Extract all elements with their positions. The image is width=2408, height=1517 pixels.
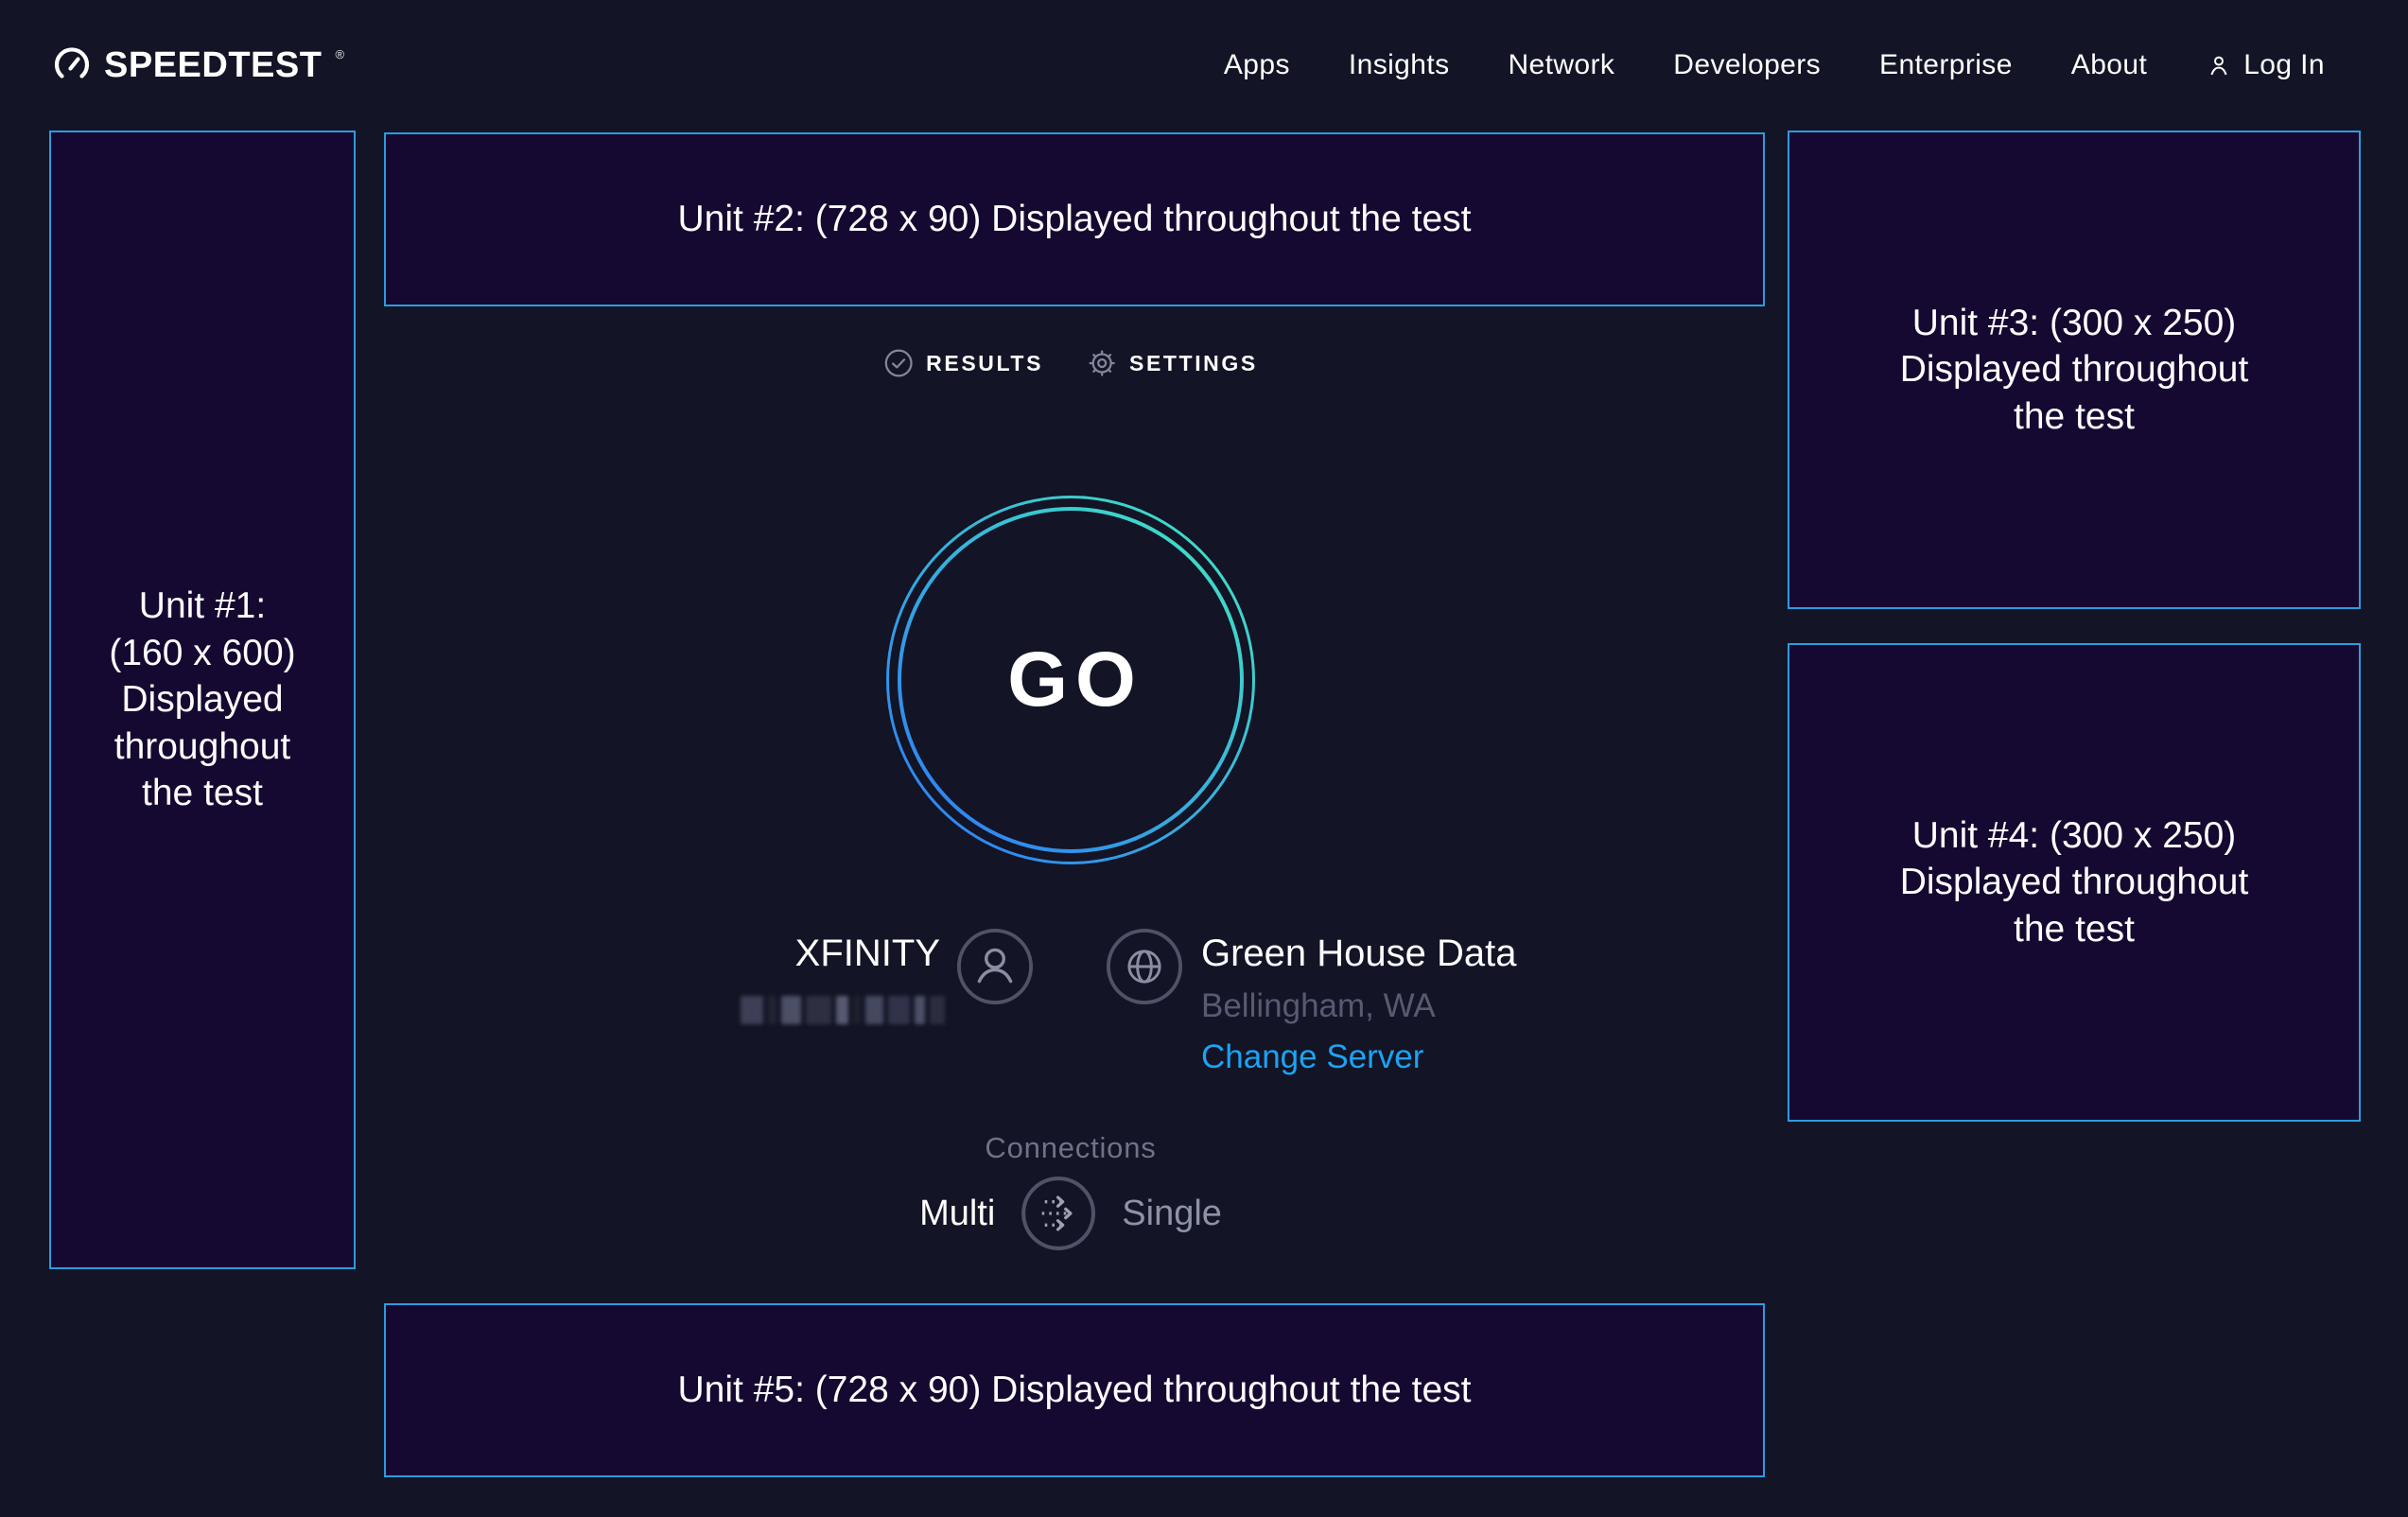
logo-text: SPEEDTEST (104, 45, 323, 85)
nav-links: Apps Insights Network Developers Enterpr… (1224, 49, 2325, 81)
server-location: Bellingham, WA (1201, 987, 1436, 1024)
login-label: Log In (2243, 49, 2325, 80)
ad-unit-3[interactable]: Unit #3: (300 x 250) Displayed throughou… (1788, 131, 2361, 609)
result-settings-tabs: RESULTS SETTINGS (883, 348, 1258, 378)
connections-toggle-row: Multi Single (919, 1175, 1222, 1252)
connections-single-option[interactable]: Single (1122, 1193, 1222, 1233)
connections-label: Connections (985, 1131, 1157, 1164)
user-circle-icon (956, 928, 1034, 1005)
settings-tab-label: SETTINGS (1129, 350, 1258, 375)
ad-unit-3-text: Unit #3: (300 x 250) Displayed throughou… (1899, 302, 2249, 437)
user-icon (2206, 52, 2232, 78)
go-label: GO (901, 511, 1240, 849)
ad-unit-4[interactable]: Unit #4: (300 x 250) Displayed throughou… (1788, 643, 2361, 1122)
results-tab-label: RESULTS (926, 350, 1044, 375)
globe-icon (1106, 928, 1183, 1005)
ad-unit-1[interactable]: Unit #1: (160 x 600) Displayed throughou… (49, 131, 356, 1269)
isp-ip-redacted (741, 994, 945, 1025)
nav-item-enterprise[interactable]: Enterprise (1879, 49, 2013, 80)
tab-results[interactable]: RESULTS (883, 348, 1043, 378)
change-server-link[interactable]: Change Server (1201, 1038, 1424, 1075)
speedtest-logo[interactable]: SPEEDTEST ® (53, 44, 344, 86)
gear-icon (1087, 348, 1117, 378)
top-nav: SPEEDTEST ® Apps Insights Network Develo… (0, 0, 2408, 131)
speedometer-icon (53, 44, 91, 84)
ad-unit-5[interactable]: Unit #5: (728 x 90) Displayed throughout… (384, 1303, 1765, 1477)
nav-item-developers[interactable]: Developers (1673, 49, 1822, 80)
isp-name: XFINITY (794, 933, 940, 974)
ad-unit-1-text: Unit #1: (160 x 600) Displayed throughou… (109, 585, 296, 814)
nav-item-network[interactable]: Network (1508, 49, 1615, 80)
check-circle-icon (883, 348, 914, 378)
go-button[interactable]: GO (886, 496, 1255, 864)
tab-settings[interactable]: SETTINGS (1087, 348, 1258, 378)
logo-trademark: ® (335, 47, 345, 61)
server-name: Green House Data (1201, 933, 1517, 974)
multi-connections-icon[interactable] (1020, 1175, 1097, 1252)
nav-item-login[interactable]: Log In (2206, 49, 2325, 81)
nav-item-apps[interactable]: Apps (1223, 49, 1290, 80)
nav-item-about[interactable]: About (2070, 49, 2148, 80)
ad-unit-2-text: Unit #2: (728 x 90) Displayed throughout… (677, 199, 1472, 240)
connections-multi-option[interactable]: Multi (919, 1193, 996, 1233)
ad-unit-2[interactable]: Unit #2: (728 x 90) Displayed throughout… (384, 132, 1765, 306)
ad-unit-4-text: Unit #4: (300 x 250) Displayed throughou… (1899, 814, 2249, 950)
nav-item-insights[interactable]: Insights (1348, 49, 1450, 80)
ad-unit-5-text: Unit #5: (728 x 90) Displayed throughout… (677, 1369, 1472, 1411)
